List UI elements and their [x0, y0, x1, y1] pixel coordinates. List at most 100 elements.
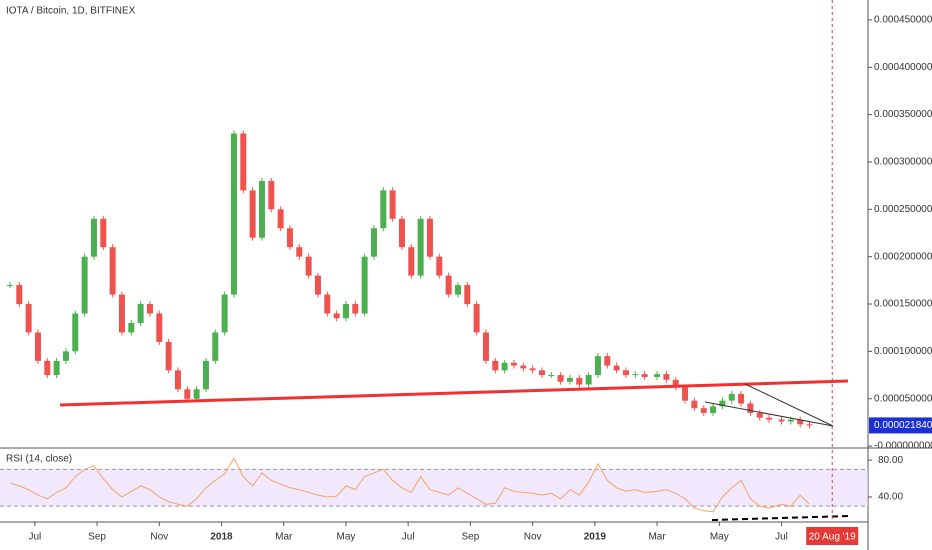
candle: [165, 341, 172, 371]
candle: [719, 400, 726, 407]
y-tick-label: 0.000400000: [874, 62, 932, 73]
candle: [370, 228, 377, 257]
rsi-y-tick-label: 40.00: [878, 492, 903, 503]
candle: [156, 313, 163, 342]
candle: [426, 218, 433, 257]
candle: [352, 304, 359, 314]
y-tick-label: 0.000100000: [874, 346, 932, 357]
candle: [548, 375, 555, 377]
x-tick-label: Sep: [88, 532, 106, 543]
candle: [756, 412, 763, 418]
candle: [654, 374, 661, 377]
x-tick-label: Jul: [775, 532, 788, 543]
candle: [277, 209, 284, 229]
candle: [538, 370, 545, 376]
candle: [230, 133, 237, 295]
x-tick-label: 2019: [584, 532, 607, 543]
candle: [682, 387, 689, 401]
last-price-label: 0.000021840: [874, 420, 932, 431]
candle: [6, 285, 13, 287]
candle: [510, 362, 517, 366]
candle: [738, 394, 745, 404]
candle: [585, 375, 592, 385]
candle: [663, 374, 670, 380]
candle: [314, 275, 321, 295]
x-tick-label: May: [710, 532, 729, 543]
last-price-box: [869, 417, 932, 434]
candle: [464, 285, 471, 305]
candle: [632, 374, 639, 376]
candle: [342, 304, 349, 319]
candle: [212, 332, 219, 361]
candle: [389, 190, 396, 219]
x-tick-label: May: [337, 532, 356, 543]
y-tick-label: 0.000150000: [874, 299, 932, 310]
candle: [146, 304, 153, 314]
candle: [520, 365, 527, 369]
candle: [361, 256, 368, 314]
y-tick-label: 0.000050000: [874, 393, 932, 404]
candle: [604, 356, 611, 366]
candle: [691, 400, 698, 409]
marks: [0, 130, 868, 513]
x-tick-label: Sep: [462, 532, 480, 543]
rsi-band: [0, 469, 868, 507]
candle: [622, 370, 629, 376]
cursor-date-label: 20 Aug '19: [809, 532, 856, 543]
candle: [710, 406, 717, 413]
candle: [613, 365, 620, 371]
cursor-date-box: [806, 527, 859, 545]
y-tick-label: 0.000300000: [874, 157, 932, 168]
candle: [454, 285, 461, 295]
candle: [501, 362, 508, 371]
candle: [492, 360, 499, 371]
candle: [529, 368, 536, 371]
candle: [778, 419, 785, 422]
candle: [268, 180, 275, 210]
candle: [44, 360, 51, 376]
candle: [16, 285, 23, 305]
x-tick-label: Mar: [648, 532, 666, 543]
candle: [333, 313, 340, 319]
candle: [137, 304, 144, 323]
candle: [445, 275, 452, 295]
y-tick-label: 0.000200000: [874, 251, 932, 262]
candle: [221, 294, 228, 333]
rsi-trendline: [711, 515, 851, 521]
candle: [806, 424, 813, 426]
candle: [380, 190, 387, 229]
candle: [594, 356, 601, 376]
candle: [728, 394, 735, 401]
candle: [193, 389, 200, 399]
candle: [576, 377, 583, 385]
y-tick-label: 0.000350000: [874, 109, 932, 120]
candle: [90, 218, 97, 257]
candle: [766, 417, 773, 420]
y-tick-label: 0.000450000: [874, 15, 932, 26]
candle: [109, 247, 116, 295]
candle: [482, 332, 489, 361]
candle: [128, 322, 135, 333]
candle: [249, 190, 256, 238]
candle: [305, 256, 312, 276]
x-tick-label: Jul: [28, 532, 41, 543]
candle: [417, 218, 424, 276]
candle: [700, 408, 707, 413]
candle: [408, 247, 415, 276]
rsi-line: [9, 457, 810, 513]
candle: [258, 180, 265, 238]
rsi-title: RSI (14, close): [6, 454, 72, 465]
rsi-y-tick-label: 80.00: [878, 455, 903, 466]
candle: [25, 304, 32, 333]
x-tick-label: Nov: [150, 532, 168, 543]
candle: [34, 332, 41, 361]
candle: [286, 228, 293, 248]
candle: [240, 133, 247, 191]
candle: [62, 351, 69, 361]
candle: [672, 379, 679, 388]
candle: [787, 419, 794, 422]
candle: [747, 403, 754, 413]
